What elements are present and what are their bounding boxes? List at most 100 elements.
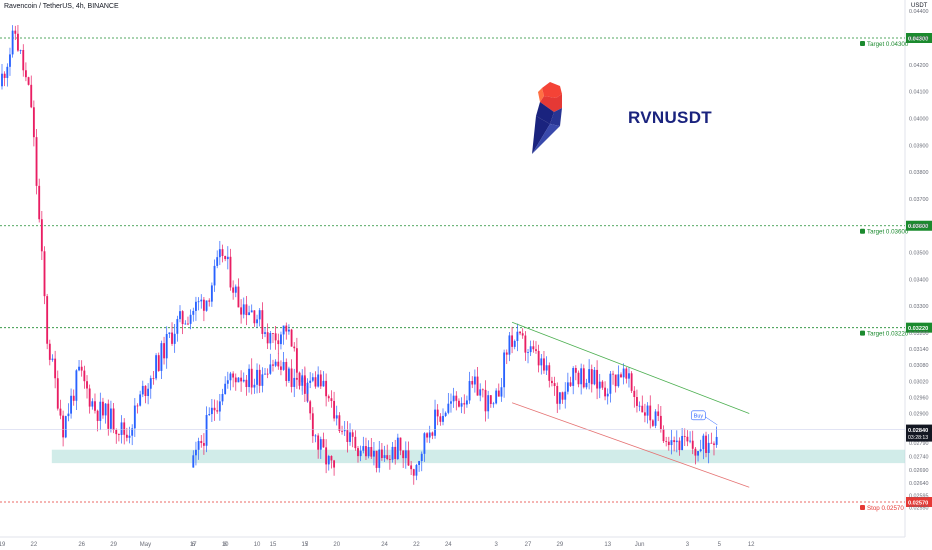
candle-body bbox=[274, 361, 277, 366]
candle-body bbox=[78, 366, 80, 371]
candle-body bbox=[388, 459, 391, 460]
candle-body bbox=[202, 443, 205, 446]
candle-body bbox=[173, 333, 176, 344]
candle-body bbox=[391, 446, 394, 460]
candle-body bbox=[117, 434, 120, 435]
candle-body bbox=[269, 364, 272, 374]
level-axis-tag: 0.03220 bbox=[908, 326, 928, 332]
time-tick-label: 12 bbox=[748, 542, 755, 548]
candle-body bbox=[537, 350, 540, 366]
candle-body bbox=[192, 455, 195, 468]
candle-body bbox=[675, 440, 678, 443]
candle-body bbox=[380, 449, 383, 459]
candle-body bbox=[171, 332, 173, 344]
candle-body bbox=[295, 377, 298, 380]
candle-body bbox=[683, 435, 686, 437]
candle-body bbox=[224, 255, 227, 260]
candle-body bbox=[11, 30, 14, 55]
candle-body bbox=[301, 375, 304, 383]
candle-body bbox=[489, 395, 492, 404]
candle-body bbox=[463, 403, 466, 405]
candle-body bbox=[373, 450, 375, 457]
candle-body bbox=[99, 401, 102, 421]
candle-body bbox=[96, 410, 99, 421]
candle-body bbox=[72, 395, 75, 401]
candle-body bbox=[327, 456, 330, 465]
candle-body bbox=[109, 408, 112, 429]
time-tick-label: 5 bbox=[718, 542, 722, 548]
candle-body bbox=[253, 310, 256, 324]
candle-body bbox=[465, 400, 468, 405]
candle-body bbox=[630, 373, 633, 391]
candle-body bbox=[657, 411, 660, 416]
candle-body bbox=[38, 185, 41, 220]
candle-body bbox=[256, 369, 258, 385]
candle-body bbox=[503, 352, 506, 388]
price-tick-label: 0.04100 bbox=[909, 90, 929, 96]
candle-body bbox=[359, 450, 362, 457]
candle-body bbox=[593, 369, 596, 385]
candle-body bbox=[678, 440, 681, 451]
candle-body bbox=[285, 325, 288, 332]
candle-body bbox=[102, 401, 104, 416]
level-axis-tag: 0.03600 bbox=[908, 224, 928, 230]
stop-icon bbox=[860, 505, 865, 510]
level-axis-tag: 0.02570 bbox=[908, 500, 928, 506]
candle-body bbox=[229, 373, 232, 381]
candle-body bbox=[628, 373, 630, 379]
candle-body bbox=[189, 314, 192, 324]
candle-body bbox=[208, 300, 211, 302]
candle-body bbox=[558, 392, 561, 404]
candle-body bbox=[30, 84, 33, 108]
candle-body bbox=[210, 407, 213, 415]
time-tick-label: Jun bbox=[635, 542, 645, 548]
candle-body bbox=[285, 361, 288, 381]
channel-upper-line bbox=[511, 321, 750, 414]
candle-body bbox=[654, 411, 657, 426]
candle-body bbox=[311, 413, 314, 437]
current-price-countdown: 03:28:13 bbox=[908, 435, 928, 441]
candle-body bbox=[341, 430, 343, 432]
candle-body bbox=[51, 358, 54, 360]
candle-body bbox=[229, 256, 232, 288]
candle-body bbox=[272, 333, 274, 334]
candle-body bbox=[32, 107, 35, 138]
price-tick-label: 0.02640 bbox=[909, 481, 929, 487]
candle-body bbox=[590, 369, 593, 385]
candle-body bbox=[104, 403, 107, 416]
candle-body bbox=[633, 390, 636, 398]
candle-body bbox=[442, 415, 444, 422]
candle-body bbox=[383, 455, 386, 459]
candle-body bbox=[540, 358, 543, 366]
candle-body bbox=[59, 408, 62, 416]
candle-body bbox=[280, 334, 282, 345]
candle-body bbox=[226, 256, 229, 260]
time-tick-label: 10 bbox=[254, 542, 261, 548]
candle-body bbox=[367, 447, 370, 457]
candle-body bbox=[487, 395, 490, 412]
candle-body bbox=[274, 333, 277, 341]
candle-body bbox=[497, 390, 500, 397]
price-tick-label: 0.03300 bbox=[909, 304, 929, 310]
candle-body bbox=[202, 299, 205, 311]
candle-body bbox=[420, 453, 423, 462]
candle-body bbox=[200, 299, 203, 302]
candle-body bbox=[221, 249, 224, 256]
candle-body bbox=[667, 441, 670, 446]
candle-body bbox=[309, 401, 312, 414]
candle-body bbox=[330, 456, 333, 461]
candle-body bbox=[22, 50, 25, 71]
candle-body bbox=[131, 428, 134, 436]
candle-body bbox=[88, 388, 91, 407]
candle-body bbox=[293, 346, 296, 349]
candle-body bbox=[572, 368, 575, 386]
candle-body bbox=[234, 377, 237, 383]
candle-body bbox=[147, 388, 150, 397]
level-axis-tag-bg bbox=[906, 33, 932, 43]
price-tick-label: 0.03140 bbox=[909, 347, 929, 353]
candle-body bbox=[521, 333, 524, 336]
candle-body bbox=[48, 343, 51, 360]
candle-body bbox=[346, 430, 349, 442]
candle-body bbox=[343, 430, 346, 432]
candle-body bbox=[64, 416, 67, 438]
